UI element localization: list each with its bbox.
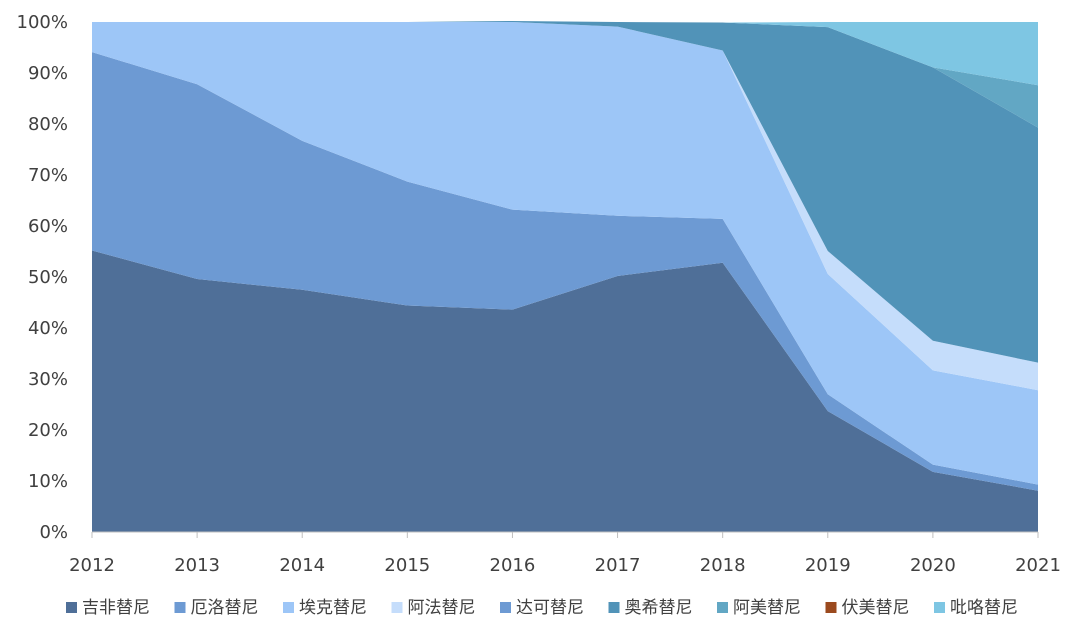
x-tick-label: 2016 bbox=[490, 555, 536, 576]
x-tick-label: 2017 bbox=[595, 555, 641, 576]
legend-swatch bbox=[391, 602, 403, 613]
legend-swatch bbox=[717, 602, 728, 613]
x-tick-label: 2013 bbox=[174, 555, 220, 576]
legend-swatch bbox=[66, 602, 77, 613]
legend-label: 阿法替尼 bbox=[408, 598, 476, 618]
legend-label: 厄洛替尼 bbox=[191, 598, 259, 618]
legend-label: 吉非替尼 bbox=[82, 598, 150, 618]
y-tick-label: 100% bbox=[17, 12, 68, 33]
legend-label: 达可替尼 bbox=[516, 598, 584, 618]
y-tick-label: 0% bbox=[39, 522, 68, 543]
x-tick-label: 2019 bbox=[805, 555, 851, 576]
y-tick-label: 20% bbox=[28, 420, 68, 441]
area-series-8 bbox=[92, 20, 1038, 86]
legend-label: 阿美替尼 bbox=[733, 598, 801, 618]
area-series-0 bbox=[92, 250, 1038, 533]
x-tick-label: 2021 bbox=[1015, 555, 1061, 576]
area-series-2 bbox=[92, 22, 1038, 485]
y-tick-label: 10% bbox=[28, 471, 68, 492]
y-axis: 0% 10% 20% 30% 40% 50% 60% 70% 80% 90% 100% bbox=[17, 12, 68, 543]
x-tick-label: 2015 bbox=[384, 555, 430, 576]
legend-swatch bbox=[174, 602, 186, 613]
y-tick-label: 30% bbox=[28, 369, 68, 390]
y-tick-label: 80% bbox=[28, 114, 68, 135]
x-tick-label: 2012 bbox=[69, 555, 115, 576]
x-axis: 2012 2013 2014 2015 2016 2017 2018 2019 2020 2021 bbox=[69, 531, 1061, 576]
area-series-5 bbox=[92, 20, 1038, 363]
legend-swatch bbox=[934, 602, 945, 613]
area-series-group bbox=[92, 20, 1038, 533]
x-tick-label: 2018 bbox=[700, 555, 746, 576]
x-tick-label: 2014 bbox=[279, 555, 325, 576]
y-tick-label: 40% bbox=[28, 318, 68, 339]
legend-swatch bbox=[608, 602, 620, 613]
y-tick-label: 50% bbox=[28, 267, 68, 288]
legend-label: 奥希替尼 bbox=[625, 598, 693, 618]
legend-label: 伏美替尼 bbox=[842, 598, 910, 618]
legend: 吉非替尼 厄洛替尼 埃克替尼 阿法替尼 达可替尼 奥希替尼 阿美替尼 伏美替尼 吡咯替尼 bbox=[66, 598, 1018, 618]
legend-swatch bbox=[825, 602, 837, 613]
area-series-1 bbox=[92, 52, 1038, 491]
y-tick-label: 90% bbox=[28, 63, 68, 84]
legend-label: 埃克替尼 bbox=[299, 598, 367, 618]
y-tick-label: 60% bbox=[28, 216, 68, 237]
y-tick-label: 70% bbox=[28, 165, 68, 186]
area-series-3 bbox=[92, 22, 1038, 391]
legend-swatch bbox=[500, 602, 511, 613]
legend-label: 吡咯替尼 bbox=[950, 598, 1018, 618]
x-tick-label: 2020 bbox=[910, 555, 956, 576]
legend-swatch bbox=[283, 602, 294, 613]
